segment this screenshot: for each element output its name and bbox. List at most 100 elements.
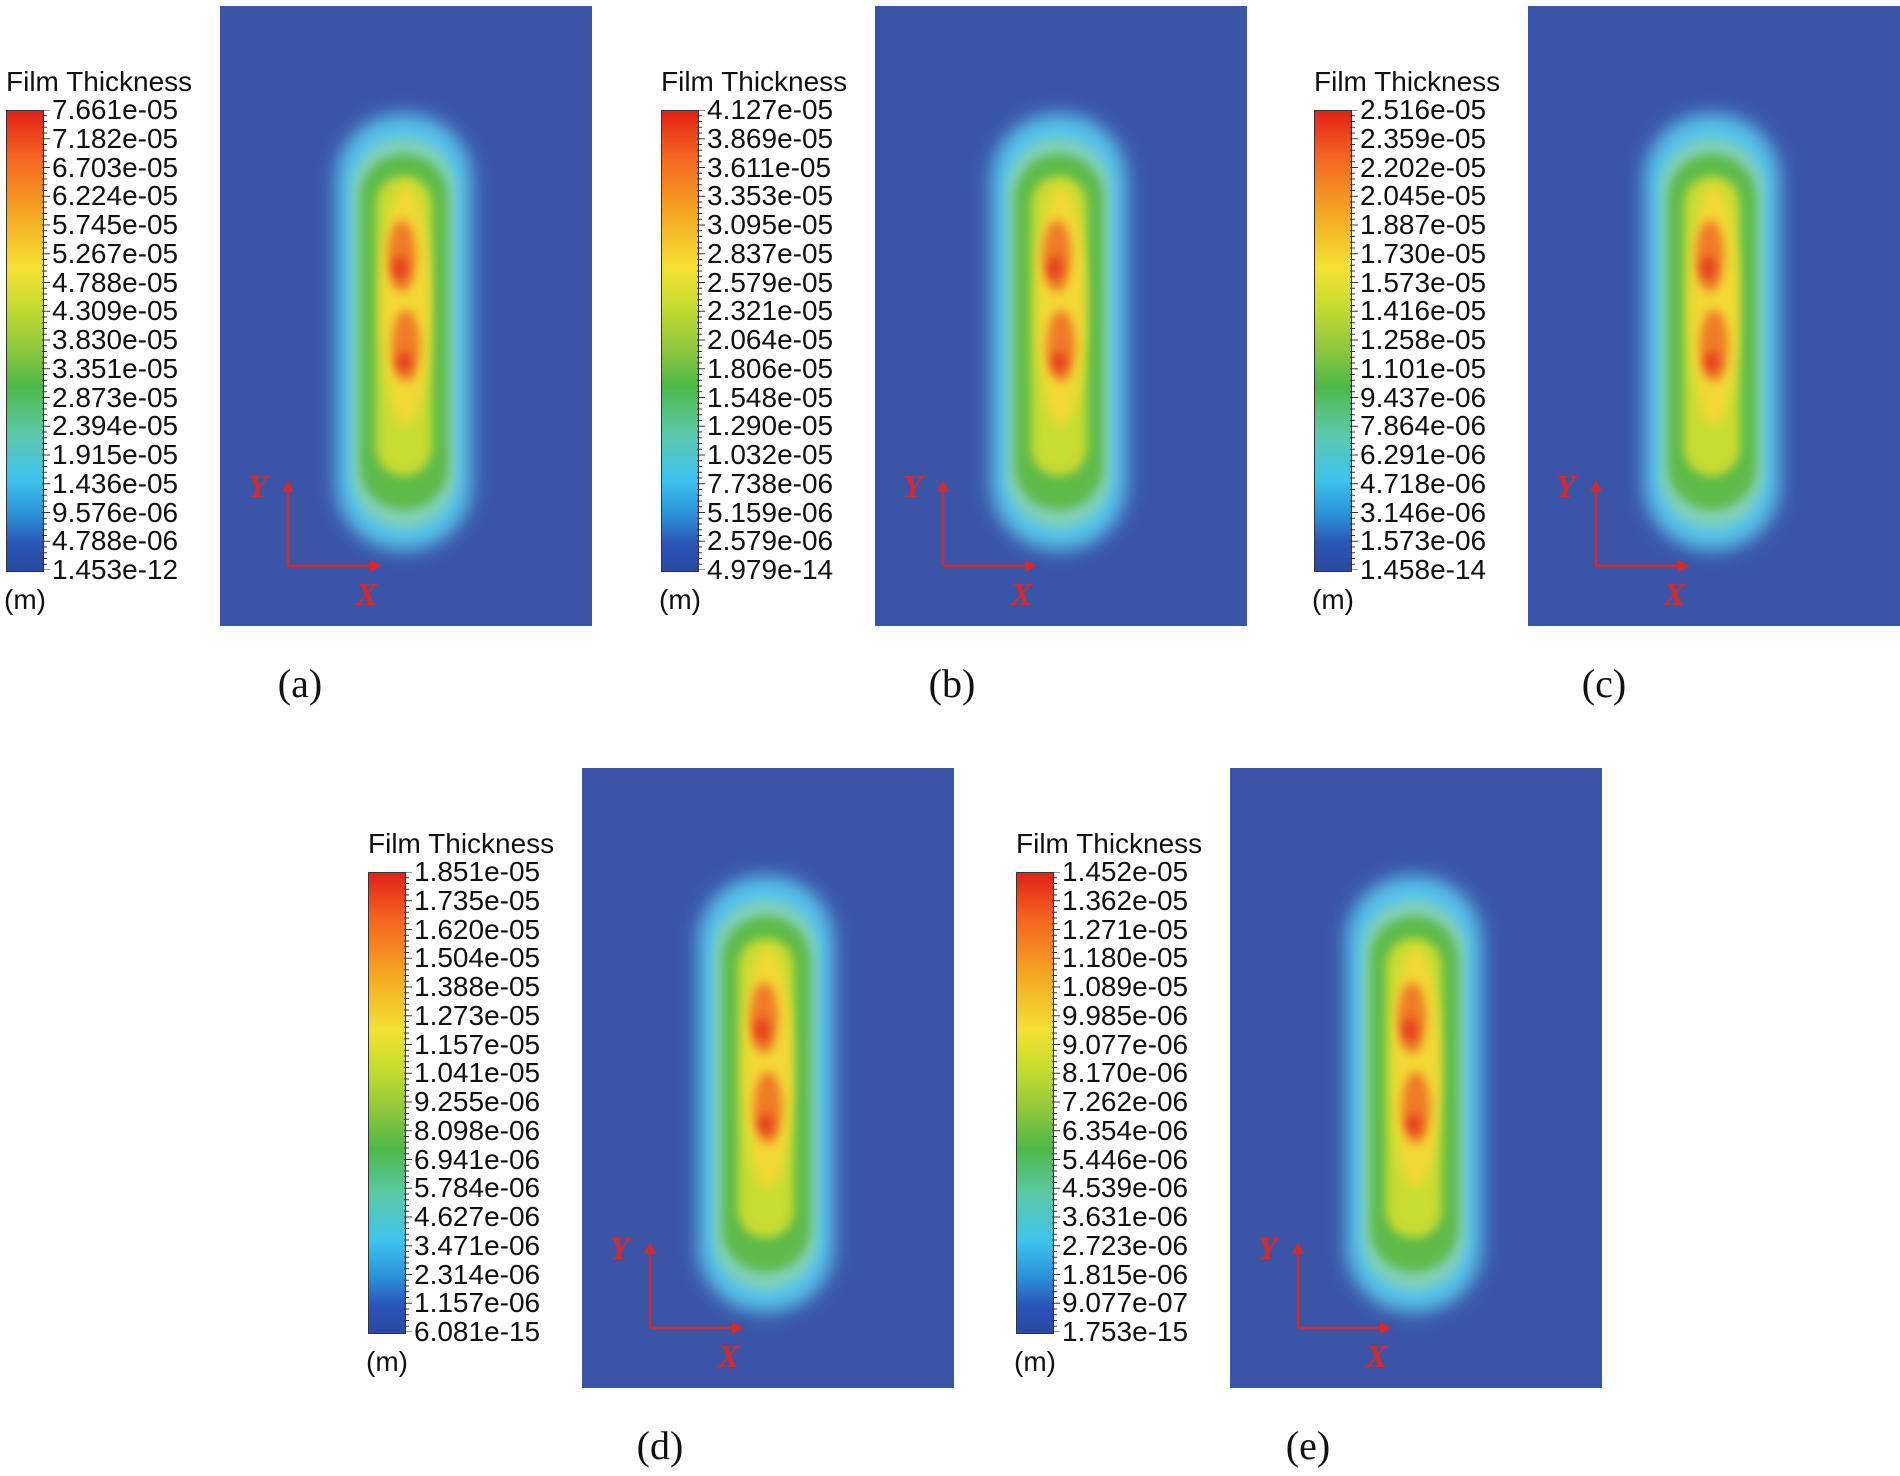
contour-orange-upper <box>750 982 778 1054</box>
colorbar <box>6 110 44 572</box>
colorbar-tick-label: 1.258e-05 <box>1360 324 1487 355</box>
colorbar-tick-label: 2.837e-05 <box>707 237 834 269</box>
colorbar-tick-label: 1.887e-05 <box>1360 209 1487 240</box>
colorbar <box>661 110 699 572</box>
contour-orange-upper <box>1043 220 1071 292</box>
colorbar-tick-label: 3.351e-05 <box>52 352 179 384</box>
y-arrowhead <box>937 480 949 492</box>
panel-caption: (a) <box>277 661 323 706</box>
colorbar-tick-label: 1.458e-14 <box>1360 554 1487 585</box>
colorbar-tick-label: 5.745e-05 <box>52 209 179 240</box>
colorbar-tick-label: 5.446e-06 <box>1062 1143 1189 1175</box>
panel-caption: (d) <box>636 1423 684 1468</box>
x-arrowhead <box>1380 1322 1392 1334</box>
film-region <box>698 876 834 1312</box>
x-arrowhead <box>732 1322 744 1334</box>
colorbar-tick-label: 1.620e-05 <box>414 913 541 945</box>
colorbar-tick-label: 1.290e-05 <box>707 410 834 442</box>
colorbar <box>368 872 406 1334</box>
colorbar-tick-label: 3.869e-05 <box>707 122 834 154</box>
colorbar-tick-label: 4.309e-05 <box>52 295 179 327</box>
colorbar-tick-label: 1.735e-05 <box>414 884 541 916</box>
colorbar-tick-label: 2.321e-05 <box>707 295 834 327</box>
colorbar-tick-label: 1.041e-05 <box>414 1057 541 1089</box>
colorbar-tick-label: 9.077e-06 <box>1062 1028 1189 1060</box>
colorbar <box>1314 110 1352 572</box>
colorbar-ticks <box>697 110 705 570</box>
film-region <box>1346 876 1482 1312</box>
contour-peak-upper <box>1701 256 1715 280</box>
contour-plot <box>875 6 1247 626</box>
colorbar-tick-label: 1.573e-06 <box>1360 525 1487 557</box>
contour-orange-upper <box>1696 220 1724 292</box>
colorbar-tick-label: 2.359e-05 <box>1360 122 1487 154</box>
panel-c: Film Thickness 2.516e-05 2.359e-05 2.202e-0… <box>1308 6 1900 626</box>
y-arrowhead <box>1590 480 1602 492</box>
panel-d: Film Thickness 1.851e-05 1.735e-05 1.620e-0… <box>362 768 962 1388</box>
legend-title: Film Thickness <box>1314 66 1501 97</box>
colorbar-tick-label: 9.437e-06 <box>1360 381 1487 413</box>
colorbar-tick-label: 9.255e-06 <box>414 1086 541 1117</box>
colorbar-tick-label: 6.354e-06 <box>1062 1114 1189 1146</box>
axis-indicator <box>1590 480 1690 572</box>
colorbar-tick-label: 2.873e-05 <box>52 381 179 413</box>
legend-title: Film Thickness <box>661 66 848 97</box>
unit-label: (m) <box>4 584 46 615</box>
colorbar <box>1016 872 1054 1334</box>
x-axis-label: X <box>356 576 378 612</box>
colorbar-tick-label: 1.271e-05 <box>1062 913 1189 945</box>
colorbar-tick-label: 4.788e-06 <box>52 525 179 557</box>
colorbar-tick-label: 7.262e-06 <box>1062 1086 1189 1117</box>
film-region <box>336 114 472 550</box>
panel-caption: (b) <box>928 661 976 706</box>
colorbar-tick-label: 7.182e-05 <box>52 122 179 154</box>
x-axis-label: X <box>1366 1338 1388 1374</box>
colorbar-tick-label: 2.579e-05 <box>707 266 834 298</box>
colorbar-tick-label: 3.471e-06 <box>414 1229 541 1261</box>
panel-a: Film Thickness 7.661e-05 7.182e-05 6.703e-0… <box>0 6 600 626</box>
contour-plot <box>1230 768 1602 1388</box>
contour-peak-upper <box>393 256 407 280</box>
colorbar-tick-label: 3.611e-05 <box>707 151 832 183</box>
panel-caption: (c) <box>1581 661 1627 706</box>
colorbar-tick-label: 6.703e-05 <box>52 151 179 183</box>
y-arrowhead <box>282 480 294 492</box>
x-arrowhead <box>1025 560 1037 572</box>
colorbar-tick-label: 9.576e-06 <box>52 496 179 528</box>
contour-peak-lower <box>759 1114 773 1134</box>
colorbar-tick-label: 4.788e-05 <box>52 266 179 298</box>
colorbar-tick-label: 3.830e-05 <box>52 324 179 355</box>
y-axis-label: Y <box>1556 468 1576 504</box>
legend-title: Film Thickness <box>6 66 193 97</box>
colorbar-tick-label: 9.077e-07 <box>1062 1287 1189 1319</box>
colorbar-tick-label: 1.915e-05 <box>52 439 179 470</box>
unit-label: (m) <box>659 584 701 615</box>
axis-indicator <box>1292 1242 1392 1334</box>
colorbar-tick-label: 1.180e-05 <box>1062 942 1189 974</box>
contour-peak-upper <box>1048 256 1062 280</box>
colorbar-tick-label: 2.045e-05 <box>1360 180 1487 212</box>
colorbar-ticks <box>42 110 50 570</box>
unit-label: (m) <box>366 1346 408 1377</box>
y-axis-label: Y <box>610 1230 630 1266</box>
panel-caption: (e) <box>1285 1423 1331 1468</box>
colorbar-tick-label: 1.806e-05 <box>707 352 834 384</box>
colorbar-tick-label: 6.081e-15 <box>414 1316 541 1347</box>
colorbar-tick-label: 3.146e-06 <box>1360 496 1487 528</box>
x-arrowhead <box>1678 560 1690 572</box>
contour-peak-lower <box>397 352 411 372</box>
colorbar-tick-label: 8.098e-06 <box>414 1114 541 1146</box>
unit-label: (m) <box>1014 1346 1056 1377</box>
y-arrowhead <box>1292 1242 1304 1254</box>
film-region <box>991 114 1127 550</box>
colorbar-ticks <box>1052 872 1060 1332</box>
axis-indicator <box>282 480 382 572</box>
contour-orange-upper <box>388 220 416 292</box>
colorbar-tick-label: 4.718e-06 <box>1360 467 1487 499</box>
colorbar-tick-labels: 1.851e-05 1.735e-05 1.620e-05 1.504e-05 1.38… <box>414 858 584 1346</box>
y-axis-label: Y <box>903 468 923 504</box>
colorbar-tick-label: 1.416e-05 <box>1360 295 1487 327</box>
panel-b: Film Thickness 4.127e-05 3.869e-05 3.611e-0… <box>655 6 1255 626</box>
colorbar-tick-label: 5.159e-06 <box>707 496 834 528</box>
colorbar-tick-label: 7.864e-06 <box>1360 410 1487 442</box>
